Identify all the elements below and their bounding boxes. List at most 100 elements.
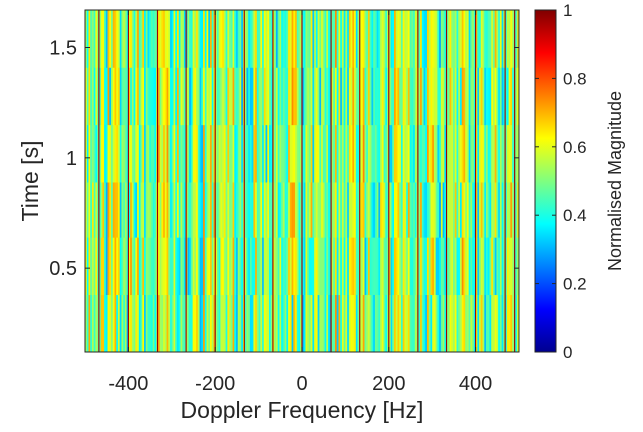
heatmap-cell: [232, 10, 235, 68]
heatmap-cell: [282, 124, 286, 183]
heatmap-cell: [251, 10, 254, 68]
heatmap-cell: [124, 67, 128, 126]
heatmap-cell: [456, 294, 459, 352]
heatmap-cell: [388, 10, 391, 68]
heatmap-cell: [131, 182, 135, 238]
heatmap-cell: [449, 124, 452, 183]
heatmap-cell: [253, 182, 256, 238]
heatmap-cell: [209, 67, 213, 126]
heatmap-cell: [336, 182, 339, 238]
heatmap-cell: [418, 294, 421, 352]
heatmap-cell: [305, 10, 308, 68]
heatmap-cell: [505, 182, 508, 238]
heatmap-cell: [111, 237, 114, 296]
heatmap-cell: [376, 67, 379, 126]
heatmap-cell: [166, 237, 169, 296]
heatmap-cell: [170, 237, 173, 296]
heatmap-cell: [480, 182, 483, 238]
heatmap-cell: [230, 67, 233, 126]
heatmap-cell: [432, 67, 435, 126]
heatmap-cell: [95, 124, 98, 183]
heatmap-cell: [338, 124, 341, 183]
heatmap-cell: [130, 294, 133, 352]
heatmap-cell: [121, 294, 124, 352]
heatmap-cell: [223, 67, 227, 126]
heatmap-cell: [222, 182, 225, 238]
heatmap-cell: [385, 10, 388, 68]
heatmap-cell: [300, 10, 303, 68]
heatmap-cell: [163, 294, 166, 352]
heatmap-cell: [489, 67, 492, 126]
heatmap-cell: [388, 124, 391, 183]
heatmap-cell: [512, 124, 515, 183]
heatmap-cell: [326, 237, 329, 296]
heatmap-cell: [194, 182, 197, 238]
heatmap-cell: [352, 294, 355, 352]
heatmap-cell: [468, 182, 471, 238]
heatmap-cell: [465, 294, 468, 352]
heatmap-cell: [130, 237, 133, 296]
heatmap-cell: [85, 10, 88, 68]
heatmap-cell: [164, 10, 167, 68]
heatmap-cell: [492, 124, 496, 183]
heatmap-cell: [310, 10, 313, 68]
heatmap-cell: [506, 124, 509, 183]
heatmap-cell: [371, 294, 374, 352]
heatmap-cell: [227, 124, 230, 183]
heatmap-cell: [305, 237, 308, 296]
heatmap-cell: [298, 182, 301, 238]
heatmap-cell: [237, 67, 240, 126]
heatmap-cell: [177, 294, 180, 352]
heatmap-cell: [373, 294, 376, 352]
heatmap-cell: [274, 237, 277, 296]
heatmap-cell: [288, 237, 291, 296]
heatmap-cell: [144, 10, 147, 68]
heatmap-cell: [90, 124, 93, 183]
heatmap-cell: [322, 124, 325, 183]
heatmap-cell: [258, 182, 261, 238]
heatmap-cell: [123, 67, 126, 126]
heatmap-cell: [241, 10, 244, 68]
heatmap-cell: [446, 124, 449, 183]
heatmap-cell: [239, 182, 242, 238]
heatmap-cell: [85, 182, 88, 238]
heatmap-cell: [501, 182, 504, 238]
heatmap-cell: [239, 294, 242, 352]
heatmap-cell: [178, 10, 181, 68]
heatmap-cell: [310, 67, 313, 126]
heatmap-cell: [177, 182, 180, 238]
heatmap-cell: [296, 10, 299, 68]
heatmap-cell: [175, 294, 178, 352]
heatmap-cell: [187, 10, 190, 68]
heatmap-cell: [180, 182, 183, 238]
heatmap-cell: [512, 182, 515, 238]
heatmap-cell: [241, 294, 244, 352]
heatmap-cell: [196, 124, 199, 183]
heatmap-cell: [409, 294, 412, 352]
heatmap-cell: [484, 182, 487, 238]
heatmap-cell: [246, 67, 249, 126]
heatmap-cell: [449, 237, 452, 296]
peak-line: [301, 10, 303, 352]
heatmap-cell: [91, 10, 95, 68]
heatmap-cell: [128, 124, 131, 183]
x-tick-label: -400: [108, 373, 148, 395]
heatmap-cell: [477, 124, 480, 183]
heatmap-cell: [390, 124, 393, 183]
heatmap-cell: [459, 294, 463, 352]
heatmap-cell: [340, 182, 343, 238]
heatmap-cell: [491, 237, 494, 296]
heatmap-cell: [216, 294, 220, 352]
heatmap-cell: [468, 237, 471, 296]
heatmap-cell: [473, 294, 476, 352]
heatmap-cell: [288, 67, 291, 126]
heatmap-cell: [133, 237, 136, 296]
heatmap-cell: [503, 10, 506, 68]
heatmap-cell: [102, 237, 105, 296]
heatmap-cell: [505, 237, 508, 296]
heatmap-cell: [95, 294, 98, 352]
heatmap-cell: [326, 67, 329, 126]
heatmap-cell: [277, 67, 280, 126]
heatmap-cell: [359, 124, 362, 183]
heatmap-cell: [439, 67, 442, 126]
